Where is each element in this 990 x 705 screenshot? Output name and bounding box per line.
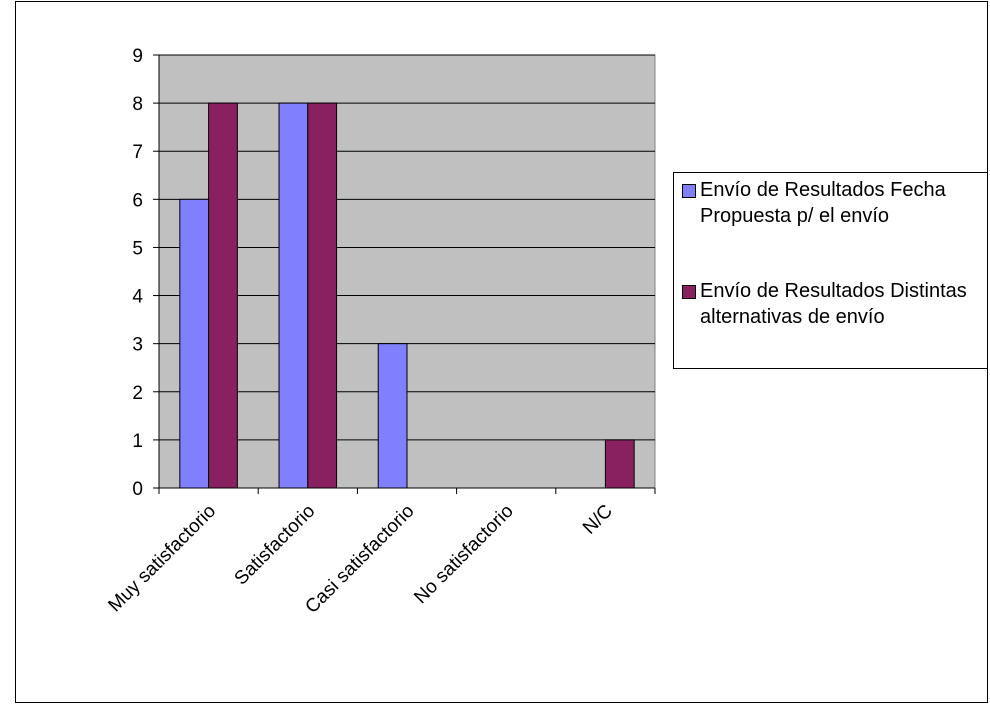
y-tick-label: 6 bbox=[132, 190, 143, 211]
x-tick-label: Muy satisfactorio bbox=[104, 501, 220, 617]
x-tick-label: No satisfactorio bbox=[410, 501, 517, 608]
legend-swatch-series-1 bbox=[682, 184, 696, 198]
y-tick-label: 2 bbox=[132, 383, 143, 404]
x-tick-label: N/C bbox=[579, 501, 617, 539]
y-tick-label: 8 bbox=[132, 94, 143, 115]
legend-label-series-2: Envío de Resultados Distintas alternativ… bbox=[700, 280, 967, 328]
bar-series-2 bbox=[307, 102, 338, 489]
y-tick-label: 9 bbox=[132, 46, 143, 67]
bar-series-1 bbox=[278, 102, 309, 489]
bar-series-1 bbox=[377, 343, 408, 489]
bar-series-1 bbox=[179, 198, 210, 489]
legend: Envío de Resultados Fecha Propuesta p/ e… bbox=[673, 172, 988, 369]
x-tick-label: Satisfactorio bbox=[231, 501, 320, 590]
y-tick-label: 3 bbox=[132, 335, 143, 356]
bar-series-2 bbox=[604, 439, 635, 489]
x-tick-label: Casi satisfactorio bbox=[301, 501, 418, 618]
y-tick-label: 4 bbox=[132, 287, 143, 308]
legend-item-series-1: Envío de Resultados Fecha Propuesta p/ e… bbox=[682, 177, 977, 229]
y-tick-label: 7 bbox=[132, 142, 143, 163]
legend-item-series-2: Envío de Resultados Distintas alternativ… bbox=[682, 278, 977, 330]
y-tick-label: 0 bbox=[132, 479, 143, 500]
y-tick-label: 5 bbox=[132, 238, 143, 259]
legend-label-series-1: Envío de Resultados Fecha Propuesta p/ e… bbox=[700, 179, 946, 227]
y-tick-label: 1 bbox=[132, 431, 143, 452]
legend-swatch-series-2 bbox=[682, 285, 696, 299]
bar-series-2 bbox=[208, 102, 238, 489]
